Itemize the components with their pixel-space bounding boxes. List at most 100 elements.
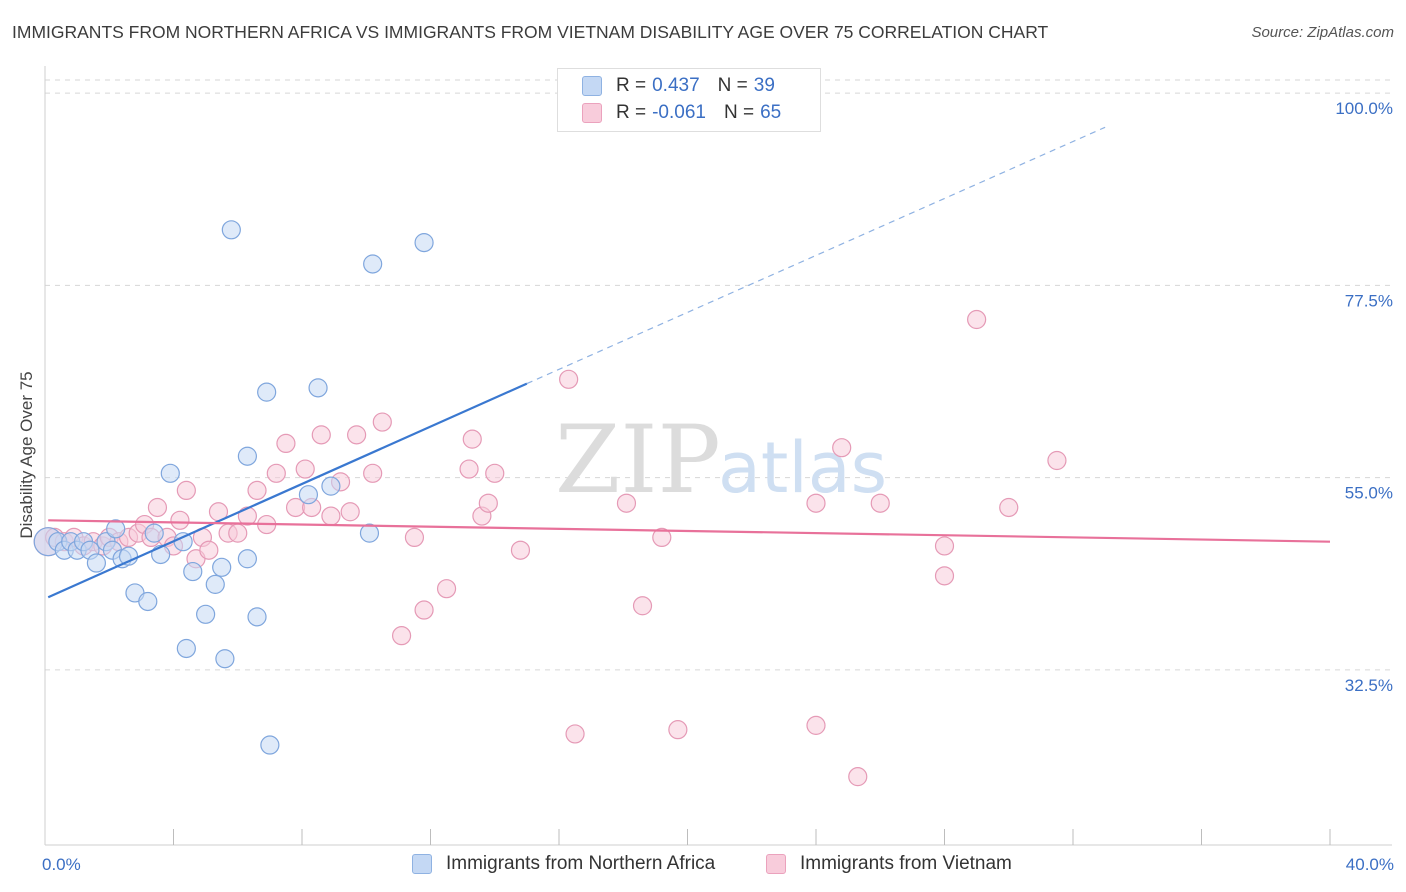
trend-line-northern-africa-extension xyxy=(526,126,1106,385)
watermark-atlas: atlas xyxy=(718,427,887,509)
point-vietnam xyxy=(652,527,672,548)
point-vietnam xyxy=(414,600,434,620)
legend-r-label: R = xyxy=(616,102,647,123)
point-vietnam xyxy=(934,536,955,556)
series-swatch-blue xyxy=(412,854,432,874)
point-vietnam xyxy=(199,540,219,560)
point-northern-africa xyxy=(247,607,267,627)
point-vietnam xyxy=(436,579,457,599)
point-vietnam xyxy=(170,510,190,530)
point-vietnam xyxy=(967,309,987,330)
point-vietnam xyxy=(228,523,248,543)
point-vietnam xyxy=(934,566,955,586)
point-vietnam xyxy=(559,369,579,389)
point-vietnam xyxy=(478,493,498,513)
point-vietnam xyxy=(363,463,383,483)
series-name: Immigrants from Northern Africa xyxy=(446,853,716,874)
point-northern-africa xyxy=(196,604,216,624)
point-vietnam xyxy=(459,459,479,479)
point-vietnam xyxy=(391,626,412,646)
point-vietnam xyxy=(999,497,1019,518)
point-northern-africa xyxy=(176,638,196,659)
x-tick-label: 0.0% xyxy=(42,855,81,874)
point-northern-africa xyxy=(221,220,241,240)
point-vietnam xyxy=(806,715,826,735)
point-vietnam xyxy=(295,459,315,479)
legend-r-label: R = xyxy=(616,75,647,96)
point-northern-africa xyxy=(144,523,164,543)
point-northern-africa xyxy=(205,574,225,594)
point-northern-africa xyxy=(183,561,203,582)
point-vietnam xyxy=(237,506,257,526)
point-vietnam xyxy=(565,724,585,744)
point-northern-africa xyxy=(237,549,257,569)
axes xyxy=(44,66,1392,846)
point-vietnam xyxy=(347,425,367,445)
point-northern-africa xyxy=(106,519,126,539)
legend-row-vietnam: R = -0.061 N = 65 xyxy=(582,100,781,126)
point-northern-africa xyxy=(215,649,235,669)
point-vietnam xyxy=(832,438,852,458)
y-tick-label: 100.0% xyxy=(1335,99,1393,118)
legend-n-label: N = xyxy=(723,102,755,123)
legend-n-value: 65 xyxy=(760,102,782,123)
point-northern-africa xyxy=(414,233,434,253)
point-northern-africa xyxy=(260,735,280,755)
chart-title: IMMIGRANTS FROM NORTHERN AFRICA VS IMMIG… xyxy=(12,22,1049,42)
point-northern-africa xyxy=(298,485,319,505)
axis-labels: 32.5% 55.0% 77.5% 100.0% 0.0% 40.0% xyxy=(42,99,1394,874)
point-northern-africa xyxy=(257,382,277,402)
legend-r-value: -0.061 xyxy=(652,102,706,123)
legend-row-northern-africa: R = 0.437 N = 39 xyxy=(582,73,775,99)
point-vietnam xyxy=(806,493,826,513)
watermark-zip: ZIP xyxy=(555,406,721,515)
y-tick-label: 55.0% xyxy=(1345,484,1393,503)
point-vietnam xyxy=(147,497,168,518)
point-vietnam xyxy=(632,596,653,616)
point-northern-africa xyxy=(359,523,380,543)
scatter-points xyxy=(33,220,1067,787)
trend-line-vietnam xyxy=(48,519,1331,543)
point-vietnam xyxy=(510,540,531,560)
legend-r-value: 0.437 xyxy=(652,75,700,96)
series-name: Immigrants from Vietnam xyxy=(800,853,1012,874)
legend-swatch-blue xyxy=(582,76,602,96)
point-vietnam xyxy=(870,493,890,513)
point-vietnam xyxy=(311,425,331,445)
point-northern-africa xyxy=(363,254,383,274)
point-vietnam xyxy=(668,720,688,740)
point-vietnam xyxy=(266,463,286,483)
legend-n-value: 39 xyxy=(753,75,775,96)
point-vietnam xyxy=(485,463,505,483)
x-tick-label: 40.0% xyxy=(1346,855,1394,874)
point-northern-africa xyxy=(138,591,158,612)
point-vietnam xyxy=(372,412,392,432)
point-vietnam xyxy=(616,493,637,513)
point-vietnam xyxy=(247,480,267,501)
point-northern-africa xyxy=(160,463,180,483)
point-northern-africa xyxy=(321,476,341,496)
point-vietnam xyxy=(1047,450,1067,471)
point-vietnam xyxy=(340,502,360,522)
point-northern-africa xyxy=(212,557,232,577)
point-vietnam xyxy=(276,433,296,454)
legend-n-label: N = xyxy=(717,75,748,96)
legend-swatch-pink xyxy=(582,103,602,123)
source-credit: Source: ZipAtlas.com xyxy=(1251,24,1394,41)
point-vietnam xyxy=(462,429,482,449)
point-vietnam xyxy=(404,527,425,548)
y-tick-label: 32.5% xyxy=(1345,676,1393,695)
y-tick-label: 77.5% xyxy=(1345,291,1393,310)
series-swatch-pink xyxy=(766,854,786,874)
point-vietnam xyxy=(176,480,196,501)
trend-lines xyxy=(47,126,1331,599)
point-northern-africa xyxy=(86,553,107,573)
point-vietnam xyxy=(848,767,868,787)
point-northern-africa xyxy=(308,378,328,398)
series-legend-northern-africa: Immigrants from Northern Africa xyxy=(412,852,715,876)
point-northern-africa xyxy=(237,446,257,466)
trend-line-northern-africa xyxy=(47,382,528,599)
gridlines xyxy=(45,79,1392,671)
series-legend-vietnam: Immigrants from Vietnam xyxy=(766,852,1012,876)
